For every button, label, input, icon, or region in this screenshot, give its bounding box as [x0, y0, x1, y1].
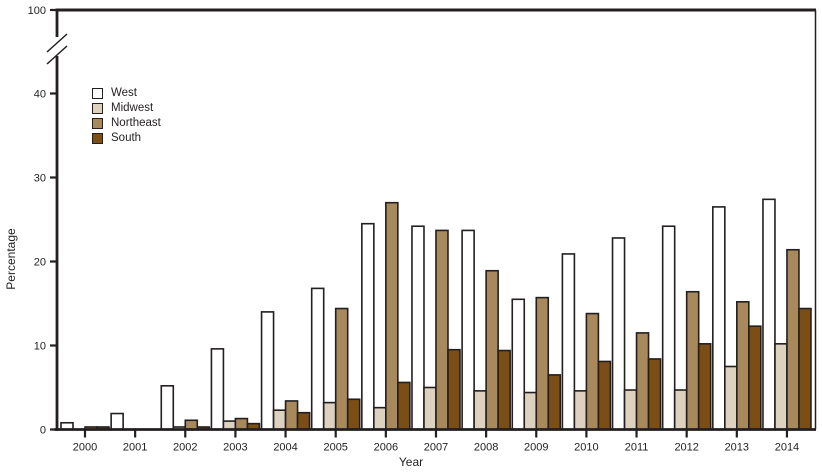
svg-text:100: 100 [28, 5, 46, 17]
svg-text:20: 20 [34, 257, 46, 269]
svg-text:2014: 2014 [775, 442, 799, 454]
legend-item-south: South [92, 131, 161, 145]
northeast-swatch-icon [92, 117, 103, 129]
legend-item-west: West [92, 86, 161, 100]
svg-text:2010: 2010 [574, 442, 598, 454]
svg-text:2006: 2006 [374, 442, 398, 454]
y-axis-title: Percentage [4, 228, 18, 290]
legend-label-northeast: Northeast [111, 117, 161, 129]
legend: West Midwest Northeast South [92, 86, 161, 145]
legend-label-west: West [111, 87, 137, 99]
svg-text:2007: 2007 [424, 442, 448, 454]
svg-text:2003: 2003 [223, 442, 247, 454]
legend-label-midwest: Midwest [111, 102, 154, 114]
svg-text:2011: 2011 [625, 442, 649, 454]
legend-item-midwest: Midwest [92, 101, 161, 115]
west-swatch-icon [92, 87, 103, 99]
svg-text:2012: 2012 [674, 442, 698, 454]
svg-text:2002: 2002 [173, 442, 197, 454]
svg-text:40: 40 [34, 89, 46, 101]
south-swatch-icon [92, 132, 103, 144]
x-axis-title: Year [398, 455, 424, 469]
legend-item-northeast: Northeast [92, 116, 161, 130]
svg-text:2000: 2000 [73, 442, 97, 454]
svg-text:2013: 2013 [725, 442, 749, 454]
svg-text:30: 30 [34, 173, 46, 185]
svg-text:10: 10 [34, 341, 46, 353]
legend-label-south: South [111, 132, 142, 144]
svg-text:2001: 2001 [123, 442, 147, 454]
midwest-swatch-icon [92, 102, 103, 114]
svg-text:2005: 2005 [323, 442, 347, 454]
svg-text:2008: 2008 [474, 442, 498, 454]
svg-text:0: 0 [40, 425, 46, 437]
svg-text:2004: 2004 [273, 442, 297, 454]
svg-text:2009: 2009 [524, 442, 548, 454]
